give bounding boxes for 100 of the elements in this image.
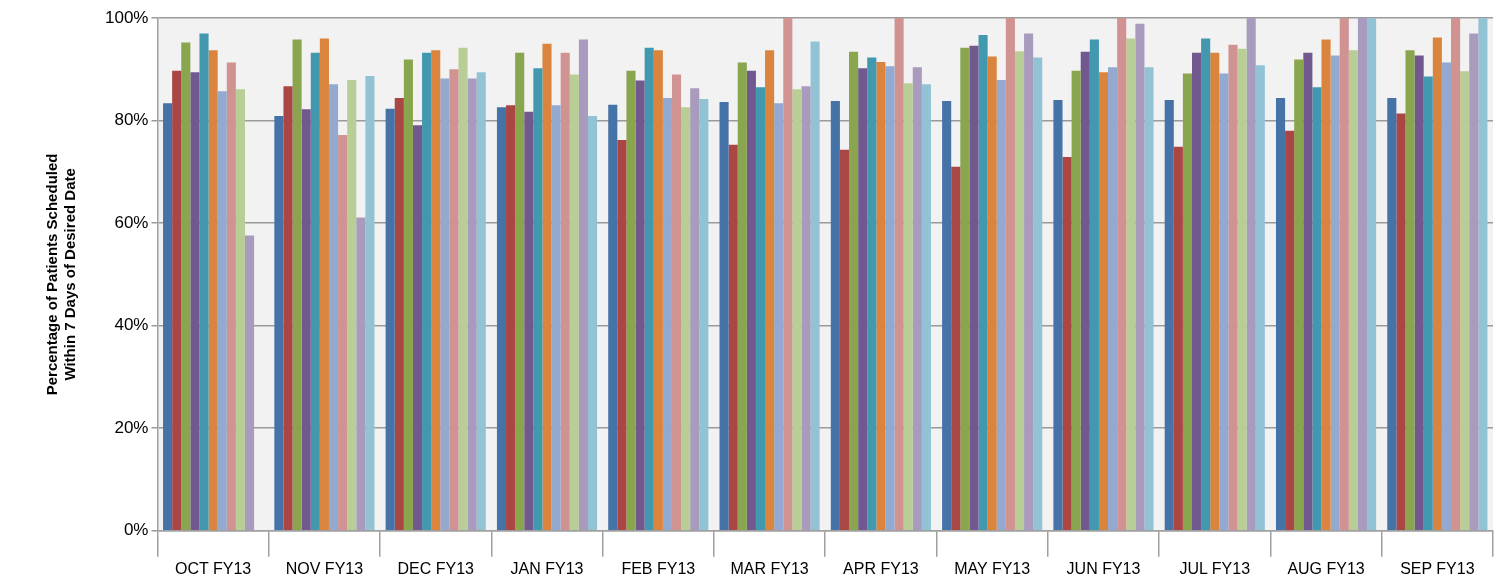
bar: [292, 39, 302, 531]
bar: [849, 51, 859, 531]
bar: [1321, 39, 1331, 531]
bar: [765, 50, 775, 531]
bar: [587, 115, 598, 531]
y-tick-label: 0%: [123, 520, 149, 540]
bar: [1182, 73, 1192, 531]
bar: [1387, 98, 1397, 531]
bar: [867, 57, 877, 531]
bar: [328, 84, 339, 531]
x-tick-label: NOV FY13: [285, 559, 364, 577]
y-tick-label: 80%: [114, 110, 149, 130]
bar: [1460, 71, 1470, 531]
bar: [951, 166, 961, 531]
bar: [181, 42, 191, 531]
bar: [235, 89, 245, 531]
bar: [699, 99, 709, 531]
bar: [662, 98, 672, 531]
bar: [894, 18, 904, 531]
bar: [217, 91, 227, 531]
x-tick-label: AUG FY13: [1287, 559, 1365, 577]
bar: [458, 47, 468, 531]
bar: [1451, 18, 1461, 531]
bar: [1330, 55, 1340, 531]
bar: [440, 78, 450, 531]
bar: [1210, 52, 1220, 531]
x-tick-label: APR FY13: [843, 559, 919, 577]
bar: [1089, 39, 1099, 531]
bar: [476, 72, 486, 531]
bar: [1080, 51, 1090, 531]
bar: [1071, 70, 1081, 531]
bar: [801, 86, 811, 531]
bar: [163, 103, 173, 531]
bar: [310, 52, 320, 531]
bar: [172, 70, 182, 531]
bar: [942, 101, 952, 531]
bar: [533, 68, 543, 531]
bar: [830, 101, 840, 531]
bar: [1014, 51, 1025, 531]
bar: [1005, 18, 1015, 531]
bar: [506, 105, 516, 531]
x-tick-label: JAN FY13: [510, 559, 584, 577]
bar: [347, 80, 357, 531]
x-tick-label: MAY FY13: [954, 559, 1031, 577]
bar: [681, 107, 691, 531]
bar: [858, 68, 868, 531]
bar: [578, 39, 588, 531]
bar: [190, 72, 200, 531]
bar: [226, 62, 236, 531]
bar: [1135, 23, 1145, 531]
bar: [199, 33, 209, 531]
bar: [356, 217, 366, 531]
bar: [1246, 18, 1256, 531]
bar: [653, 50, 663, 531]
bar: [810, 41, 820, 531]
bar: [1192, 52, 1202, 531]
bar: [644, 47, 654, 531]
bar: [1108, 67, 1118, 531]
bar: [1405, 50, 1415, 531]
bar: [1294, 59, 1304, 531]
bar: [1062, 156, 1072, 531]
bar: [1441, 62, 1452, 531]
bar: [1339, 18, 1349, 531]
bar: [496, 107, 507, 531]
bar: [551, 105, 561, 531]
bar: [728, 144, 738, 531]
bar: [365, 75, 375, 531]
bar: [635, 80, 645, 531]
bar: [1164, 100, 1174, 531]
x-tick-label: JUL FY13: [1179, 559, 1251, 577]
bar: [996, 80, 1006, 531]
bar: [274, 115, 284, 531]
bar: [903, 83, 913, 531]
x-tick-label: MAR FY13: [730, 559, 809, 577]
bar: [969, 45, 979, 531]
x-tick-label: FEB FY13: [621, 559, 696, 577]
bar: [1117, 18, 1127, 531]
bar: [1414, 55, 1424, 531]
bar: [1053, 100, 1063, 531]
bar: [608, 104, 618, 531]
bar: [839, 149, 850, 531]
bar: [1255, 65, 1265, 531]
bar: [283, 86, 293, 531]
bar: [515, 52, 525, 531]
bar: [1237, 48, 1247, 531]
bar: [978, 34, 988, 531]
y-tick-label: 60%: [114, 212, 149, 232]
y-tick-label: 40%: [114, 315, 149, 335]
bar: [774, 103, 784, 531]
bar: [1228, 44, 1238, 531]
bar: [737, 62, 747, 531]
bar: [1357, 18, 1368, 531]
bar: [690, 88, 700, 531]
bar: [719, 102, 729, 531]
bar: [885, 66, 895, 531]
bar: [403, 59, 413, 531]
bar: [394, 98, 404, 531]
bar: [921, 84, 931, 531]
bar: [792, 89, 802, 531]
bar: [208, 50, 218, 531]
